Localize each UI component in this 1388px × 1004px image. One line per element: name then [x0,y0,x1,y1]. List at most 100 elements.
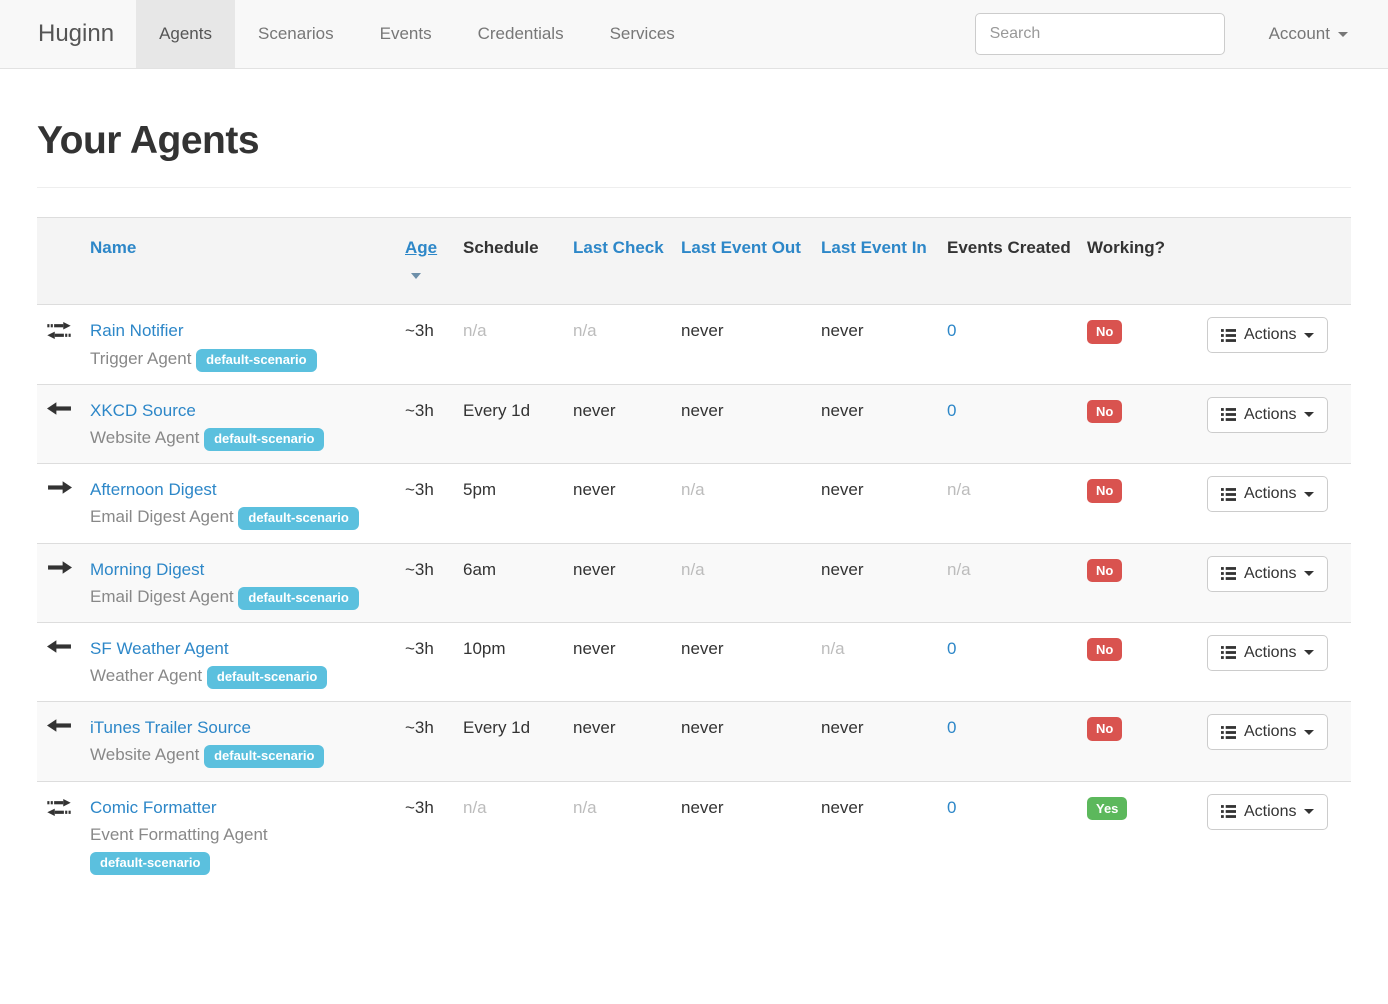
chevron-down-icon [1304,412,1315,418]
scenario-badge[interactable]: default-scenario [238,586,359,610]
actions-button-label: Actions [1244,326,1297,344]
age-cell: ~3h [397,542,455,623]
table-row: XKCD Source Website Agent default-scenari… [37,383,1351,464]
actions-cell: Actions [1199,542,1351,623]
actions-button[interactable]: Actions [1207,555,1329,592]
working-status-badge: No [1087,320,1123,344]
scenario-badge[interactable]: default-scenario [196,348,317,372]
actions-button-label: Actions [1244,643,1297,661]
working-status-badge: No [1087,479,1123,503]
last-check-cell: never [565,621,673,702]
working-status-badge: Yes [1087,796,1128,821]
scenario-badge[interactable]: default-scenario [90,852,211,875]
actions-button[interactable]: Actions [1207,634,1329,671]
last-event-in-cell: never [813,780,939,888]
last-event-in-cell: never [813,701,939,782]
last-check-cell: never [565,383,673,464]
events-created-cell[interactable]: 0 [939,780,1079,888]
column-header-last-check[interactable]: Last Check [565,216,673,306]
nav-item-events[interactable]: Events [379,24,432,43]
arrow-left-icon [47,402,74,415]
agent-name-link[interactable]: Rain Notifier [90,321,184,341]
events-created-cell[interactable]: 0 [939,383,1079,464]
column-header-icon [37,216,82,306]
column-header-last-event-out[interactable]: Last Event Out [673,216,813,306]
schedule-cell: 6am [455,542,565,623]
age-cell: ~3h [397,621,455,702]
scenario-badge[interactable]: default-scenario [204,745,325,769]
last-event-out-cell: never [673,621,813,702]
events-created-cell[interactable]: 0 [939,701,1079,782]
agent-name-link[interactable]: Afternoon Digest [90,480,217,500]
nav-item-credentials[interactable]: Credentials [477,24,564,43]
last-check-cell: n/a [565,304,673,385]
agent-name-link[interactable]: SF Weather Agent [90,638,229,658]
main-nav: Agents Scenarios Events Credentials Services [136,0,698,68]
agent-type-label: Email Digest Agent [90,507,234,527]
scenario-badge[interactable]: default-scenario [206,666,328,689]
agent-type-label: Trigger Agent [90,348,192,368]
actions-cell: Actions [1199,304,1351,385]
table-row: Comic Formatter Event Formatting Agent de… [37,780,1351,888]
last-event-in-cell: n/a [813,621,939,702]
age-cell: ~3h [397,463,455,543]
actions-cell: Actions [1199,621,1351,702]
agent-name-link[interactable]: Morning Digest [90,559,205,579]
account-menu[interactable]: Account [1269,24,1348,44]
scenario-badge[interactable]: default-scenario [204,427,325,451]
chevron-down-icon [1304,491,1315,497]
actions-button[interactable]: Actions [1207,317,1329,354]
actions-button-label: Actions [1244,802,1297,820]
search-input[interactable] [974,13,1225,55]
arrow-right-icon [47,560,74,574]
chevron-down-icon [1338,31,1348,37]
table-row: Morning Digest Email Digest Agent default… [37,542,1351,623]
navbar: Huginn Agents Scenarios Events Credentials S… [0,0,1388,69]
last-event-in-cell: never [813,383,939,464]
actions-button[interactable]: Actions [1207,793,1329,830]
agent-name-link[interactable]: XKCD Source [90,400,196,420]
scenario-badge[interactable]: default-scenario [238,507,359,531]
events-created-cell: n/a [939,463,1079,543]
brand-link[interactable]: Huginn [38,20,115,47]
agent-name-link[interactable]: iTunes Trailer Source [90,718,251,738]
column-header-age[interactable]: Age [397,216,455,306]
column-header-last-event-in[interactable]: Last Event In [813,216,939,306]
schedule-cell: n/a [455,304,565,385]
events-created-cell[interactable]: 0 [939,304,1079,385]
nav-item-agents[interactable]: Agents [136,0,235,68]
last-event-out-cell: never [673,383,813,464]
last-event-in-cell: never [813,542,939,623]
agent-type-label: Website Agent [90,427,200,447]
working-cell: No [1079,304,1199,385]
working-cell: No [1079,701,1199,782]
actions-cell: Actions [1199,383,1351,464]
actions-button[interactable]: Actions [1207,714,1329,751]
column-header-name[interactable]: Name [82,216,397,306]
arrow-left-icon [47,640,74,653]
schedule-cell: n/a [455,780,565,888]
column-header-events-created: Events Created [939,216,1079,306]
last-event-out-cell: n/a [673,463,813,543]
working-status-badge: No [1087,637,1123,662]
nav-item-services[interactable]: Services [609,24,675,43]
column-header-schedule: Schedule [455,216,565,306]
exchange-icon [47,322,74,340]
actions-button-label: Actions [1244,485,1297,503]
nav-item-scenarios[interactable]: Scenarios [258,24,334,43]
working-status-badge: No [1087,399,1123,424]
actions-cell: Actions [1199,463,1351,543]
actions-button[interactable]: Actions [1207,476,1329,513]
age-cell: ~3h [397,780,455,888]
list-icon [1221,567,1236,580]
list-icon [1221,646,1236,660]
last-event-out-cell: n/a [673,542,813,623]
arrow-left-icon [47,719,74,732]
events-created-cell[interactable]: 0 [939,621,1079,702]
agent-name-link[interactable]: Comic Formatter [90,797,217,817]
last-check-cell: never [565,542,673,623]
account-label: Account [1268,24,1330,43]
actions-button[interactable]: Actions [1207,396,1329,433]
column-header-actions [1199,216,1351,306]
schedule-cell: Every 1d [455,701,565,782]
